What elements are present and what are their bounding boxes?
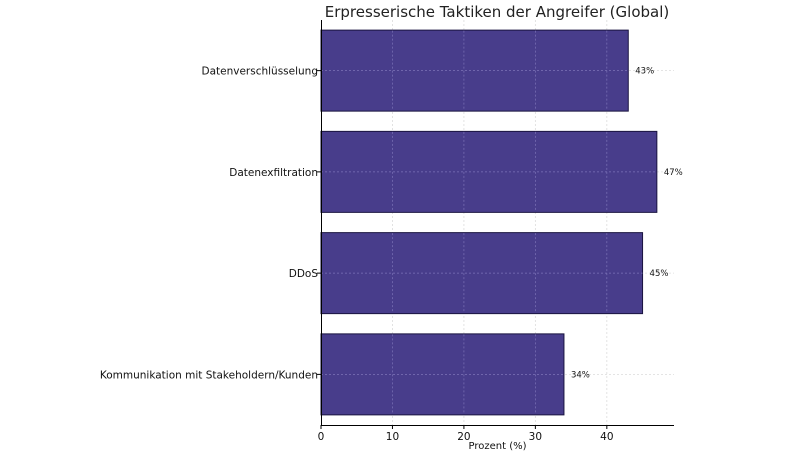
category-label: Datenverschlüsselung	[201, 66, 318, 78]
data-label: 34%	[571, 370, 590, 380]
x-axis-label: Prozent (%)	[468, 441, 526, 452]
category-label: Kommunikation mit Stakeholdern/Kunden	[100, 369, 318, 381]
x-tick-label: 40	[600, 431, 613, 443]
data-label: 47%	[664, 168, 683, 178]
x-tick-label: 10	[386, 431, 399, 443]
data-label: 45%	[650, 269, 669, 279]
bars	[320, 29, 658, 416]
category-label: Datenexfiltration	[229, 167, 318, 179]
data-label: 43%	[635, 67, 654, 77]
x-tick-label: 20	[457, 431, 470, 443]
labels: 0 10 20 30 40 Datenverschlüsselung 43% Datenexf…	[100, 66, 683, 443]
x-tick-label: 30	[529, 431, 542, 443]
category-label: DDoS	[289, 268, 319, 280]
x-tick-label: 0	[318, 431, 325, 443]
bar	[320, 130, 658, 213]
axes	[321, 20, 674, 426]
chart-title: Erpresserische Taktiken der Angreifer (G…	[325, 3, 669, 21]
